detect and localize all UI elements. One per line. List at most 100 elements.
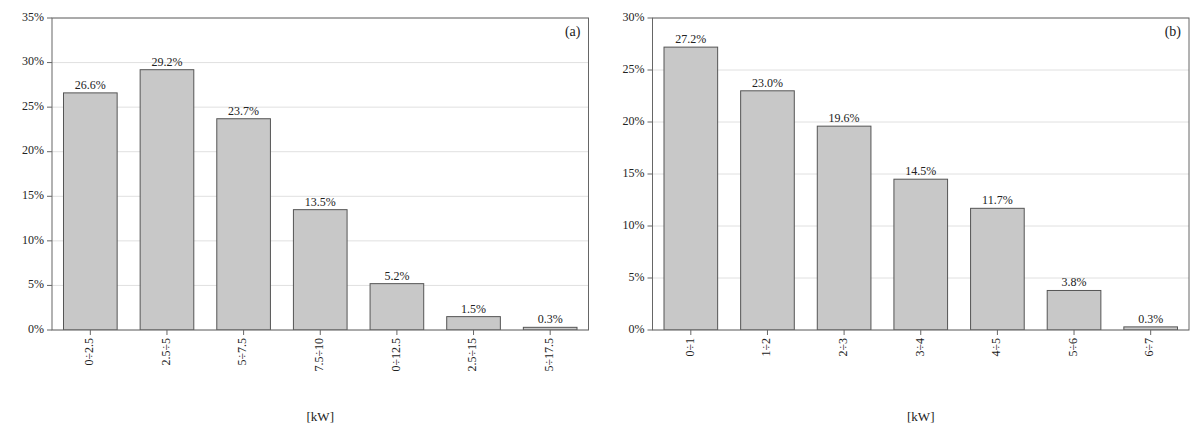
data-label: 0.3%	[538, 312, 563, 326]
x-tick	[396, 330, 397, 335]
bar	[140, 70, 194, 330]
data-labels: 26.6% 29.2% 23.7% 13.5% 5.2% 1.5% 0.3%	[75, 55, 563, 327]
y-tick	[47, 285, 52, 286]
y-tick-label: 15%	[22, 188, 44, 202]
y-tick-label: 20%	[22, 143, 44, 157]
grid-line	[52, 151, 589, 152]
bars	[664, 47, 1178, 330]
x-tick	[1150, 330, 1151, 335]
y-tick	[47, 151, 52, 152]
x-tick	[920, 330, 921, 335]
data-label: 3.8%	[1062, 275, 1087, 289]
y-tick	[648, 122, 653, 123]
y-tick	[47, 62, 52, 63]
y-tick-label: 10%	[623, 218, 645, 232]
x-tick-label: 2÷3	[836, 338, 850, 357]
bar	[63, 93, 117, 330]
plot-frame	[653, 18, 1190, 330]
x-tick-label: 7.5÷10	[312, 338, 326, 372]
y-tick	[648, 174, 653, 175]
plot-frame	[52, 18, 589, 330]
data-label: 23.7%	[228, 104, 259, 118]
x-tick	[320, 330, 321, 335]
x-tick-label: 0÷2.5	[82, 338, 96, 366]
data-label: 14.5%	[905, 164, 936, 178]
data-label: 26.6%	[75, 78, 106, 92]
y-tick	[648, 18, 653, 19]
x-tick-label: 2.5÷5	[159, 338, 173, 366]
y-tick	[648, 70, 653, 71]
x-axis: 0÷2.5 2.5÷5 5÷7.5 7.5÷10 0÷12.5 2.5÷15 5÷17.5	[82, 330, 556, 372]
y-tick	[47, 330, 52, 331]
y-tick-label: 30%	[623, 10, 645, 24]
grid-line	[52, 62, 589, 63]
y-tick-label: 0%	[28, 322, 44, 336]
y-tick-label: 0%	[629, 322, 645, 336]
data-label: 11.7%	[982, 193, 1013, 207]
grid-line	[52, 107, 589, 108]
y-tick-label: 25%	[22, 99, 44, 113]
data-label: 23.0%	[752, 76, 783, 90]
y-tick	[47, 18, 52, 19]
x-tick	[1074, 330, 1075, 335]
bar	[1047, 290, 1101, 330]
data-label: 13.5%	[305, 195, 336, 209]
data-labels: 27.2% 23.0% 19.6% 14.5% 11.7% 3.8% 0.3%	[675, 32, 1163, 326]
x-tick-label: 6÷7	[1142, 338, 1156, 357]
bar	[664, 47, 718, 330]
y-tick	[47, 240, 52, 241]
grid-line	[653, 122, 1190, 123]
x-tick-label: 5÷6	[1066, 338, 1080, 357]
y-tick-label: 5%	[28, 277, 44, 291]
panel-title: (b)	[1165, 24, 1182, 40]
x-tick-label: 4÷5	[989, 338, 1003, 357]
x-axis: 0÷1 1÷2 2÷3 3÷4 4÷5 5÷6 6÷7	[683, 330, 1157, 357]
figure: 0% 5% 10% 15% 20% 25% 30% 35% 26.6% 29.2% 23.7% 13.…	[0, 0, 1203, 433]
x-tick	[767, 330, 768, 335]
bar	[817, 126, 871, 330]
y-tick-label: 35%	[22, 10, 44, 24]
data-label: 27.2%	[675, 32, 706, 46]
data-label: 5.2%	[384, 269, 409, 283]
y-tick-label: 25%	[623, 62, 645, 76]
data-label: 29.2%	[151, 55, 182, 69]
y-tick-label: 20%	[623, 114, 645, 128]
x-tick-label: 0÷1	[683, 338, 697, 357]
x-tick-label: 2.5÷15	[465, 338, 479, 372]
panel-title: (a)	[565, 24, 581, 40]
x-tick-label: 3÷4	[913, 338, 927, 357]
data-label: 0.3%	[1138, 312, 1163, 326]
x-tick-label: 1÷2	[759, 338, 773, 357]
y-tick	[47, 107, 52, 108]
bar	[971, 208, 1025, 330]
x-tick-label: 5÷17.5	[542, 338, 556, 372]
y-tick	[648, 226, 653, 227]
data-label: 19.6%	[829, 111, 860, 125]
panel: 0% 5% 10% 15% 20% 25% 30% 27.2% 23.0% 19.6% 14.5% 1…	[623, 10, 1190, 424]
x-tick-label: 0÷12.5	[389, 338, 403, 372]
panel: 0% 5% 10% 15% 20% 25% 30% 35% 26.6% 29.2% 23.7% 13.…	[22, 10, 589, 424]
y-tick-label: 10%	[22, 233, 44, 247]
x-axis-label: [kW]	[907, 409, 934, 424]
y-axis: 0% 5% 10% 15% 20% 25% 30% 35%	[22, 10, 589, 336]
x-tick	[90, 330, 91, 335]
x-tick-label: 5÷7.5	[235, 338, 249, 366]
x-tick	[550, 330, 551, 335]
grid-line	[653, 70, 1190, 71]
x-tick	[243, 330, 244, 335]
y-tick-label: 30%	[22, 54, 44, 68]
y-tick-label: 15%	[623, 166, 645, 180]
data-label: 1.5%	[461, 302, 486, 316]
bar	[741, 91, 795, 330]
x-tick	[166, 330, 167, 335]
x-tick	[844, 330, 845, 335]
y-axis: 0% 5% 10% 15% 20% 25% 30%	[623, 10, 1190, 336]
y-tick	[47, 196, 52, 197]
bar	[293, 210, 347, 330]
bars	[63, 70, 577, 330]
bar	[217, 119, 271, 330]
y-tick-label: 5%	[629, 270, 645, 284]
x-tick	[690, 330, 691, 335]
bar	[370, 284, 424, 330]
x-tick	[473, 330, 474, 335]
